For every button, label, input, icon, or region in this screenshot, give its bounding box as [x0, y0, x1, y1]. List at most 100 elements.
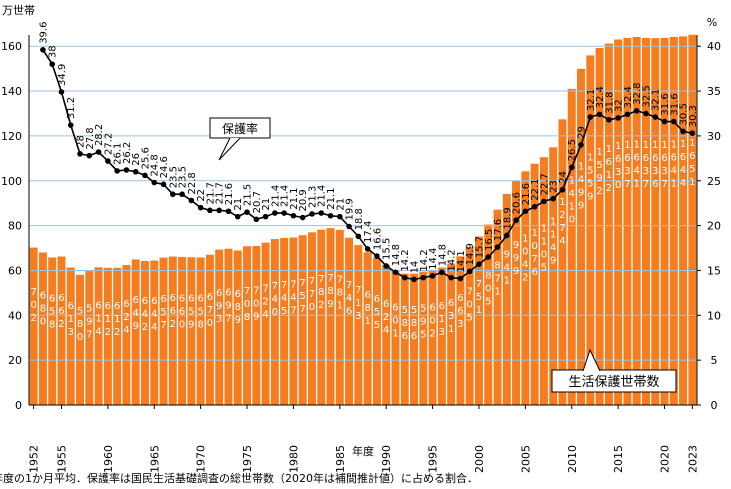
x-tick-label: 1965 [148, 445, 161, 473]
bar [641, 37, 650, 405]
x-axis-title: 年度 [352, 444, 374, 458]
bar [363, 252, 372, 405]
rate-point [272, 210, 278, 216]
rate-point [661, 118, 668, 125]
x-tick-label: 1955 [55, 445, 68, 473]
rate-point [633, 107, 640, 114]
bar [48, 257, 57, 405]
y2-tick-label: 15 [707, 264, 721, 277]
bar [317, 229, 326, 405]
y-tick-label: 60 [8, 264, 22, 277]
y2-tick-label: 5 [711, 354, 718, 367]
rate-point [197, 204, 204, 211]
rate-point [401, 274, 408, 281]
rate-point [170, 191, 176, 198]
rate-label: 32.4 [623, 86, 634, 108]
rate-label: 14.4 [428, 248, 439, 270]
bar [577, 68, 586, 406]
bar [595, 48, 604, 405]
rate-point [95, 149, 102, 155]
rate-label: 31.6 [669, 93, 680, 115]
rate-label: 26.1 [113, 143, 124, 165]
bar [298, 235, 307, 405]
rate-point [624, 111, 631, 118]
bar [549, 147, 558, 405]
rate-point [281, 210, 287, 216]
rate-point [559, 186, 566, 193]
bar [76, 274, 85, 405]
bar [623, 37, 632, 405]
bar [326, 228, 335, 405]
rate-label: 29 [577, 126, 588, 139]
bar [280, 237, 289, 405]
bar [410, 273, 419, 405]
rate-label: 21.6 [224, 183, 235, 205]
rate-point [383, 263, 389, 269]
bar [428, 270, 437, 405]
rate-point [160, 181, 167, 188]
rate-point [151, 179, 158, 186]
y-tick-label: 0 [15, 399, 22, 412]
bar [29, 247, 38, 405]
rate-label: 26.2 [122, 142, 133, 164]
rate-label: 20.7 [252, 191, 263, 213]
bar [558, 119, 567, 405]
rate-point [494, 244, 501, 250]
rate-label: 26 [131, 153, 142, 166]
bar [66, 267, 75, 405]
bar [215, 249, 224, 405]
rate-label: 21 [233, 198, 244, 211]
bar [187, 257, 196, 405]
rate-point [615, 115, 621, 121]
rate-label: 23.5 [168, 166, 179, 188]
rate-point [58, 89, 65, 95]
rate-point [364, 246, 371, 252]
bar [539, 157, 548, 405]
bar [651, 38, 660, 405]
rate-label: 19.9 [345, 198, 356, 220]
x-tick-label: 1970 [195, 445, 208, 473]
rate-label: 21.1 [326, 187, 337, 209]
bar [502, 193, 511, 405]
rate-point [643, 110, 649, 117]
rate-label: 30.5 [679, 103, 690, 125]
rate-point [466, 268, 473, 275]
rate-point [522, 208, 529, 215]
rate-point [439, 269, 445, 276]
rate-label: 32.1 [586, 89, 597, 111]
bar [205, 254, 214, 405]
bar [521, 171, 530, 405]
rate-point [606, 116, 612, 123]
bar [456, 256, 465, 405]
bar [289, 237, 298, 405]
rate-label: 39.6 [38, 22, 49, 44]
bar [493, 209, 502, 405]
rate-label: 18.8 [354, 208, 365, 230]
rate-label: 26.5 [567, 139, 578, 161]
rate-point [392, 269, 399, 276]
rate-point [123, 167, 130, 173]
rate-label: 28 [76, 135, 87, 148]
rate-label: 34.9 [57, 64, 68, 86]
